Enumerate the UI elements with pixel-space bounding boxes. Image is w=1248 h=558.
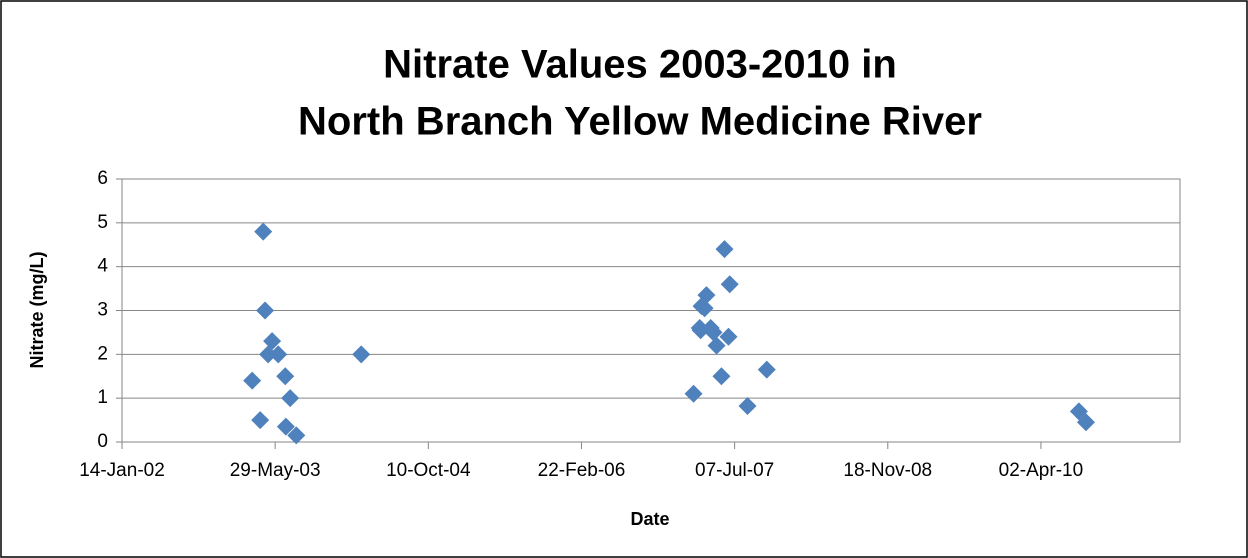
x-tick-label: 22-Feb-06 (538, 460, 626, 481)
data-point (276, 417, 295, 436)
chart-title: Nitrate Values 2003-2010 in (383, 43, 897, 87)
data-point (738, 397, 757, 416)
x-tick-label: 10-Oct-04 (386, 460, 471, 481)
data-point (707, 336, 726, 355)
data-point (695, 299, 714, 318)
data-point (352, 345, 371, 364)
data-point (704, 323, 723, 342)
data-point (287, 426, 306, 445)
x-tick-label: 18-Nov-08 (843, 460, 932, 481)
plot-border (121, 178, 1181, 443)
data-point (712, 367, 731, 386)
data-point (719, 327, 738, 346)
y-tick-label: 6 (97, 168, 108, 189)
data-point (1069, 402, 1088, 421)
x-axis-title: Date (630, 509, 669, 529)
x-tick-label: 14-Jan-02 (79, 460, 165, 481)
data-point (251, 411, 270, 430)
data-point (256, 301, 275, 320)
data-point (720, 275, 739, 294)
y-axis-title: Nitrate (mg/L) (27, 251, 47, 368)
data-point (259, 345, 278, 364)
y-tick-label: 3 (97, 300, 108, 321)
x-tick-label: 29-May-03 (230, 460, 321, 481)
x-tick-label: 07-Jul-07 (695, 460, 774, 481)
data-point (715, 240, 734, 259)
x-tick-label: 02-Apr-10 (999, 460, 1084, 481)
chart-title: North Branch Yellow Medicine River (298, 100, 982, 144)
data-point (243, 371, 262, 390)
data-point (697, 286, 716, 305)
data-point (281, 389, 300, 408)
data-point (269, 345, 288, 364)
y-tick-label: 4 (97, 256, 108, 277)
y-tick-label: 5 (97, 212, 108, 233)
data-point (276, 367, 295, 386)
y-tick-label: 1 (97, 387, 108, 408)
data-point (1076, 413, 1095, 432)
data-point (254, 222, 273, 241)
y-tick-label: 2 (97, 343, 108, 364)
y-tick-label: 0 (97, 431, 108, 452)
data-point (757, 360, 776, 379)
data-point (263, 332, 282, 351)
data-point (684, 384, 703, 403)
